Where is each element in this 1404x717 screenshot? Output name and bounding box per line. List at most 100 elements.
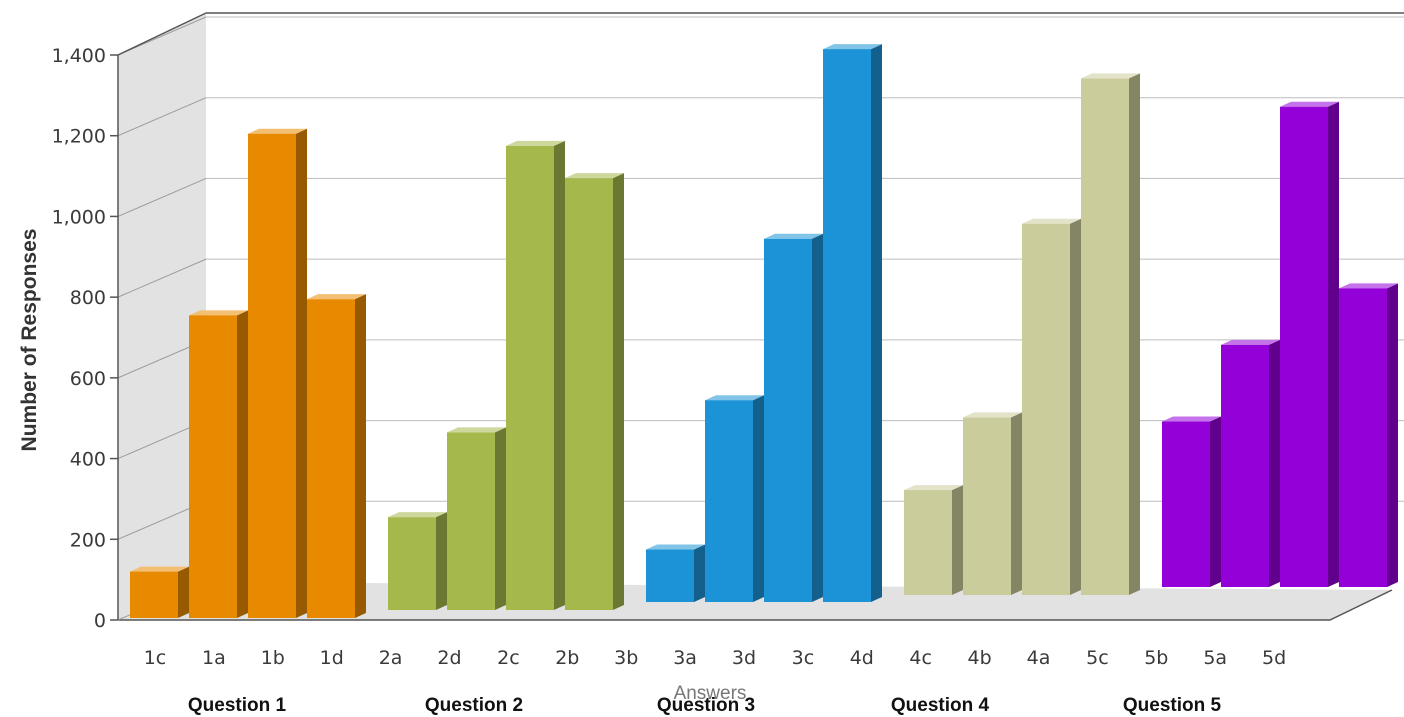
bar-side [237, 310, 248, 618]
bar-top [388, 512, 447, 518]
x-tick-label: 1c [144, 647, 167, 669]
bar-top [1280, 101, 1339, 107]
bar-front [764, 238, 812, 603]
bar [307, 294, 366, 618]
bar-front [307, 299, 355, 618]
wall-left-edge [117, 12, 207, 56]
x-tick-label: 2d [437, 647, 461, 669]
bar-top [823, 44, 882, 50]
question-group-label: Question 5 [1123, 695, 1222, 716]
bar-front [565, 178, 613, 610]
bar-top [904, 485, 963, 491]
bar-side [694, 544, 705, 602]
bar-front [447, 432, 495, 610]
bar [1022, 218, 1081, 595]
bar [1081, 73, 1140, 595]
bar [1221, 339, 1280, 587]
x-tick-label: 2c [497, 647, 520, 669]
bar-front [1081, 78, 1129, 595]
bar-front [963, 417, 1011, 595]
bar-front [705, 400, 753, 602]
x-tick-label: 5c [1086, 647, 1109, 669]
bar [189, 310, 248, 618]
bar [565, 173, 624, 610]
x-tick-label: 3a [673, 647, 697, 669]
bar-front [1280, 106, 1328, 587]
bar-side [1269, 339, 1280, 587]
bar-front [1339, 288, 1387, 587]
bar-top [1339, 283, 1398, 289]
bar [963, 412, 1022, 595]
bar [130, 566, 189, 618]
y-tick-label: 1,000 [52, 206, 106, 228]
y-tick-label: 1,400 [52, 45, 106, 67]
bar-side [355, 294, 366, 618]
bar-front [904, 490, 952, 595]
bar-side [952, 485, 963, 595]
x-tick-label: 4c [909, 647, 932, 669]
x-tick-label: 5a [1203, 647, 1227, 669]
bar-side [1070, 218, 1081, 595]
bar [1280, 101, 1339, 587]
bar-side [1328, 101, 1339, 587]
bar-front [1022, 223, 1070, 595]
bar-side [296, 128, 307, 618]
x-tick-label: 1b [261, 647, 285, 669]
x-tick-label: 1d [320, 647, 344, 669]
y-axis-label: Number of Responses [18, 229, 41, 452]
x-tick-label: 3d [732, 647, 756, 669]
y-tick-label: 0 [94, 610, 106, 632]
bar [705, 395, 764, 602]
x-tick-label: 2b [555, 647, 579, 669]
bar-side [1210, 416, 1221, 587]
bar [1162, 416, 1221, 587]
bar-top [646, 544, 705, 550]
bar-front [506, 145, 554, 610]
question-group-labels: Question 1 Question 2 Question 3 Question 4… [188, 695, 1222, 716]
x-tick-label: 3b [614, 647, 638, 669]
bar-front [130, 571, 178, 618]
bar-side [871, 44, 882, 603]
gridline-side [117, 258, 207, 298]
y-tick-label: 200 [70, 529, 106, 551]
bar-front [823, 49, 871, 603]
bar [388, 512, 447, 610]
gridline-side [117, 177, 207, 217]
question-group-label: Question 3 [657, 695, 755, 716]
bar-top [248, 128, 307, 134]
bar-front [1221, 344, 1269, 587]
bar-top [506, 140, 565, 146]
x-tick-label: 1a [202, 647, 226, 669]
x-tick-label: 4b [968, 647, 992, 669]
bars [130, 44, 1398, 618]
bar [904, 485, 963, 595]
bar-side [1129, 73, 1140, 595]
bar [447, 427, 506, 610]
bar-top [764, 233, 823, 239]
x-tick-label: 5d [1262, 647, 1286, 669]
bar-top [705, 395, 764, 401]
bar [646, 544, 705, 602]
bar-side [554, 140, 565, 610]
bar-side [753, 395, 764, 602]
question-group-label: Question 1 [188, 695, 287, 716]
x-tick-label: 2a [379, 647, 403, 669]
bar-side [613, 173, 624, 610]
bar-side [1011, 412, 1022, 595]
bar-top [307, 294, 366, 300]
bar-front [388, 517, 436, 610]
bar-top [565, 173, 624, 179]
bar-top [130, 566, 189, 572]
y-axis: 0 200 400 600 800 1,000 1,200 1,400 [52, 12, 207, 632]
bar-top [447, 427, 506, 433]
bar-front [1162, 421, 1210, 587]
bar-top [1221, 339, 1280, 345]
side-wall [118, 13, 206, 620]
bar-side [178, 566, 189, 618]
question-group-label: Question 2 [425, 695, 523, 716]
x-tick-label: 4d [850, 647, 874, 669]
x-tick-label: 4a [1027, 647, 1051, 669]
y-tick-label: 400 [70, 449, 106, 471]
gridline-side [117, 97, 207, 137]
